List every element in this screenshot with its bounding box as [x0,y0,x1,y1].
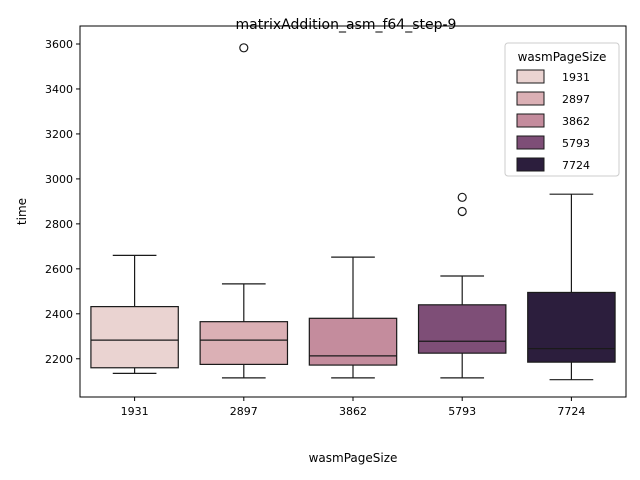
legend-label: 5793 [562,137,590,150]
outlier-point [457,206,467,217]
legend-label: 2897 [562,93,590,106]
legend-swatch [516,157,545,172]
legend: wasmPageSize 1931 2897 3862 5793 7724 [504,42,620,177]
box [308,317,398,366]
legend-swatch [516,113,545,128]
x-axis-label: wasmPageSize [309,451,398,465]
chart-title: matrixAddition_asm_f64_step-9 [236,17,457,33]
x-tick-label: 5793 [448,405,476,418]
legend-swatch [516,135,545,150]
box-group-7724 [527,193,616,381]
legend-swatch [516,91,545,106]
box [527,291,616,363]
y-tick-label: 3600 [45,38,73,51]
legend-label: 3862 [562,115,590,128]
box [417,304,507,354]
x-tick-label: 7724 [557,405,585,418]
x-tick-label: 2897 [230,405,258,418]
box-group-1931 [90,254,179,374]
outlier-point [239,43,249,53]
y-tick-label: 2200 [45,353,73,366]
box [199,321,289,365]
legend-swatch [516,69,545,84]
legend-title: wasmPageSize [518,50,607,64]
box-group-3862 [308,256,398,379]
legend-label: 7724 [562,159,590,172]
box-group-2897 [199,43,289,379]
x-tick-label: 1931 [121,405,149,418]
y-axis-label: time [15,198,29,225]
y-tick-label: 3000 [45,173,73,186]
box-group-5793 [417,192,507,379]
y-tick-label: 3400 [45,83,73,96]
y-tick-label: 2400 [45,308,73,321]
box [90,306,179,369]
x-tick-label: 3862 [339,405,367,418]
y-tick-label: 2600 [45,263,73,276]
y-tick-label: 2800 [45,218,73,231]
y-tick-label: 3200 [45,128,73,141]
legend-label: 1931 [562,71,590,84]
axes: 2200 2400 2600 2800 3000 3200 3400 3600 1931 2897… [45,38,585,418]
plot-area [90,43,616,381]
outlier-point [457,192,467,202]
